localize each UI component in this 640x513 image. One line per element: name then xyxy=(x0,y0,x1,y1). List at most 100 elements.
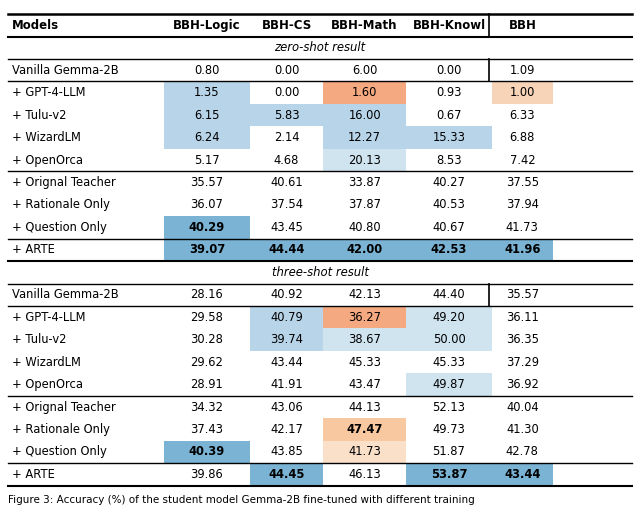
Text: Vanilla Gemma-2B: Vanilla Gemma-2B xyxy=(12,288,119,301)
Text: 53.87: 53.87 xyxy=(431,468,467,481)
Text: 40.04: 40.04 xyxy=(506,401,539,413)
Text: 16.00: 16.00 xyxy=(348,109,381,122)
Bar xyxy=(164,239,250,261)
Text: 41.30: 41.30 xyxy=(506,423,539,436)
Bar xyxy=(406,126,492,149)
Text: 44.44: 44.44 xyxy=(268,243,305,256)
Text: 6.15: 6.15 xyxy=(194,109,220,122)
Text: 40.80: 40.80 xyxy=(348,221,381,234)
Text: 40.53: 40.53 xyxy=(433,199,465,211)
Text: 38.67: 38.67 xyxy=(348,333,381,346)
Text: 42.00: 42.00 xyxy=(346,243,383,256)
Text: 28.91: 28.91 xyxy=(191,378,223,391)
Text: 40.27: 40.27 xyxy=(433,176,465,189)
Text: 43.44: 43.44 xyxy=(504,468,541,481)
Bar xyxy=(492,82,552,104)
Text: 0.00: 0.00 xyxy=(436,64,461,77)
Text: 1.60: 1.60 xyxy=(352,86,378,99)
Text: BBH-Knowl: BBH-Knowl xyxy=(412,19,486,32)
Text: 39.74: 39.74 xyxy=(270,333,303,346)
Text: 15.33: 15.33 xyxy=(433,131,465,144)
Text: + Question Only: + Question Only xyxy=(12,221,107,234)
Text: + OpenOrca: + OpenOrca xyxy=(12,378,83,391)
Text: 43.06: 43.06 xyxy=(270,401,303,413)
Text: 1.35: 1.35 xyxy=(194,86,220,99)
Text: three-shot result: three-shot result xyxy=(271,266,369,279)
Text: + WizardLM: + WizardLM xyxy=(12,131,81,144)
Text: BBH-Math: BBH-Math xyxy=(332,19,398,32)
Text: 37.55: 37.55 xyxy=(506,176,539,189)
Text: 41.73: 41.73 xyxy=(348,445,381,459)
Bar xyxy=(164,126,250,149)
Text: 5.17: 5.17 xyxy=(194,153,220,167)
Text: 6.88: 6.88 xyxy=(509,131,535,144)
Bar xyxy=(164,216,250,239)
Text: 42.53: 42.53 xyxy=(431,243,467,256)
Text: 8.53: 8.53 xyxy=(436,153,462,167)
Text: 41.91: 41.91 xyxy=(270,378,303,391)
Bar xyxy=(323,418,406,441)
Text: zero-shot result: zero-shot result xyxy=(275,42,365,54)
Bar xyxy=(323,328,406,351)
Text: 42.17: 42.17 xyxy=(270,423,303,436)
Text: 43.45: 43.45 xyxy=(270,221,303,234)
Text: 50.00: 50.00 xyxy=(433,333,465,346)
Text: 28.16: 28.16 xyxy=(191,288,223,301)
Bar xyxy=(164,104,250,126)
Bar xyxy=(406,328,492,351)
Text: 37.87: 37.87 xyxy=(348,199,381,211)
Text: + Orignal Teacher: + Orignal Teacher xyxy=(12,176,116,189)
Text: + ARTE: + ARTE xyxy=(12,468,55,481)
Text: 34.32: 34.32 xyxy=(190,401,223,413)
Bar xyxy=(164,82,250,104)
Text: + Tulu-v2: + Tulu-v2 xyxy=(12,333,67,346)
Text: 5.83: 5.83 xyxy=(274,109,300,122)
Text: 36.11: 36.11 xyxy=(506,311,539,324)
Text: 6.00: 6.00 xyxy=(352,64,378,77)
Text: Figure 3: Accuracy (%) of the student model Gemma-2B fine-tuned with different t: Figure 3: Accuracy (%) of the student mo… xyxy=(8,496,474,505)
Text: 7.42: 7.42 xyxy=(509,153,535,167)
Bar xyxy=(323,104,406,126)
Text: 12.27: 12.27 xyxy=(348,131,381,144)
Bar xyxy=(250,463,323,486)
Text: 1.00: 1.00 xyxy=(509,86,535,99)
Bar xyxy=(492,239,552,261)
Text: 1.09: 1.09 xyxy=(509,64,535,77)
Bar xyxy=(323,306,406,328)
Text: + Rationale Only: + Rationale Only xyxy=(12,423,110,436)
Text: 40.92: 40.92 xyxy=(270,288,303,301)
Text: 44.45: 44.45 xyxy=(268,468,305,481)
Text: 36.35: 36.35 xyxy=(506,333,539,346)
Text: 37.94: 37.94 xyxy=(506,199,539,211)
Bar xyxy=(406,373,492,396)
Text: 43.85: 43.85 xyxy=(270,445,303,459)
Text: 40.79: 40.79 xyxy=(270,311,303,324)
Text: 33.87: 33.87 xyxy=(348,176,381,189)
Text: 29.58: 29.58 xyxy=(191,311,223,324)
Text: 42.78: 42.78 xyxy=(506,445,539,459)
Text: 40.29: 40.29 xyxy=(189,221,225,234)
Text: 40.67: 40.67 xyxy=(433,221,465,234)
Text: 36.07: 36.07 xyxy=(191,199,223,211)
Text: + GPT-4-LLM: + GPT-4-LLM xyxy=(12,86,86,99)
Bar xyxy=(323,239,406,261)
Bar xyxy=(406,239,492,261)
Bar xyxy=(323,126,406,149)
Text: 0.67: 0.67 xyxy=(436,109,462,122)
Text: + Question Only: + Question Only xyxy=(12,445,107,459)
Text: 44.40: 44.40 xyxy=(433,288,465,301)
Text: 4.68: 4.68 xyxy=(274,153,300,167)
Text: 37.54: 37.54 xyxy=(270,199,303,211)
Text: 35.57: 35.57 xyxy=(190,176,223,189)
Text: 43.44: 43.44 xyxy=(270,356,303,369)
Text: + GPT-4-LLM: + GPT-4-LLM xyxy=(12,311,86,324)
Bar xyxy=(492,463,552,486)
Text: 39.86: 39.86 xyxy=(191,468,223,481)
Text: BBH-Logic: BBH-Logic xyxy=(173,19,241,32)
Text: + Tulu-v2: + Tulu-v2 xyxy=(12,109,67,122)
Bar xyxy=(323,441,406,463)
Text: 45.33: 45.33 xyxy=(433,356,465,369)
Text: 49.73: 49.73 xyxy=(433,423,465,436)
Bar xyxy=(250,328,323,351)
Text: 52.13: 52.13 xyxy=(433,401,465,413)
